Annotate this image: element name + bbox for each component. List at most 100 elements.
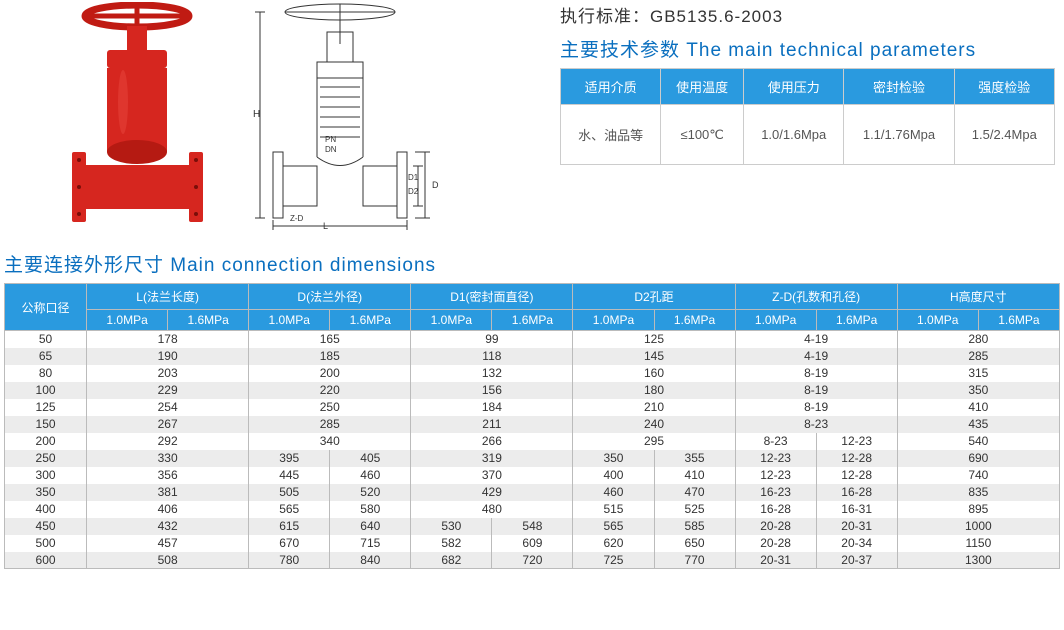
- dims-sub-header: 1.6MPa: [654, 310, 735, 331]
- table-cell: 185: [249, 348, 411, 365]
- table-cell: 410: [654, 467, 735, 484]
- table-cell: 184: [411, 399, 573, 416]
- table-cell: 381: [87, 484, 249, 501]
- table-cell: 405: [330, 450, 411, 467]
- table-cell: 340: [249, 433, 411, 450]
- dims-sub-header: 1.6MPa: [978, 310, 1059, 331]
- table-cell: 565: [573, 518, 654, 535]
- dims-group-header: 公称口径: [5, 284, 87, 331]
- table-cell: 740: [897, 467, 1059, 484]
- table-cell: 200: [249, 365, 411, 382]
- params-header: 适用介质: [561, 69, 661, 105]
- table-cell: 505: [249, 484, 330, 501]
- dims-sub-header: 1.6MPa: [492, 310, 573, 331]
- table-cell: 300: [5, 467, 87, 484]
- svg-text:H: H: [253, 109, 260, 120]
- table-row: 1002292201561808-19350: [5, 382, 1060, 399]
- table-cell: 280: [897, 331, 1059, 348]
- table-row: 50178165991254-19280: [5, 331, 1060, 348]
- table-cell: 620: [573, 535, 654, 552]
- table-cell: 266: [411, 433, 573, 450]
- table-cell: 395: [249, 450, 330, 467]
- table-row: 651901851181454-19285: [5, 348, 1060, 365]
- table-cell: 508: [87, 552, 249, 569]
- dims-sub-header: 1.0MPa: [249, 310, 330, 331]
- table-row: 25033039540531935035512-2312-28690: [5, 450, 1060, 467]
- table-cell: 12-23: [816, 433, 897, 450]
- table-cell: 450: [5, 518, 87, 535]
- table-cell: 410: [897, 399, 1059, 416]
- table-cell: 180: [573, 382, 735, 399]
- table-cell: 99: [411, 331, 573, 348]
- table-cell: 682: [411, 552, 492, 569]
- table-cell: 50: [5, 331, 87, 348]
- table-cell: 16-28: [735, 501, 816, 518]
- params-header: 使用温度: [661, 69, 744, 105]
- table-cell: 250: [5, 450, 87, 467]
- table-cell: 582: [411, 535, 492, 552]
- table-cell: 12-28: [816, 467, 897, 484]
- params-title: 主要技术参数 The main technical parameters: [560, 35, 1064, 62]
- table-cell: 515: [573, 501, 654, 518]
- dims-title: 主要连接外形尺寸 Main connection dimensions: [4, 250, 1064, 277]
- params-header: 密封检验: [844, 69, 954, 105]
- table-row: 802032001321608-19315: [5, 365, 1060, 382]
- dims-group-header: Z-D(孔数和孔径): [735, 284, 897, 310]
- table-cell: 267: [87, 416, 249, 433]
- table-cell: 319: [411, 450, 573, 467]
- standard-value: GB5135.6-2003: [650, 7, 783, 26]
- table-cell: 8-19: [735, 382, 897, 399]
- svg-text:L: L: [323, 221, 328, 231]
- dims-group-header: L(法兰长度): [87, 284, 249, 310]
- table-cell: 400: [573, 467, 654, 484]
- svg-text:PN: PN: [325, 135, 336, 144]
- table-cell: 725: [573, 552, 654, 569]
- table-cell: 16-28: [816, 484, 897, 501]
- table-cell: 670: [249, 535, 330, 552]
- table-cell: 315: [897, 365, 1059, 382]
- table-cell: 548: [492, 518, 573, 535]
- table-cell: 20-31: [735, 552, 816, 569]
- image-area: H L D D1 D2 PN DN Z-D: [0, 0, 560, 232]
- table-cell: 565: [249, 501, 330, 518]
- table-cell: 500: [5, 535, 87, 552]
- table-cell: 250: [249, 399, 411, 416]
- dims-group-header: D(法兰外径): [249, 284, 411, 310]
- table-cell: 600: [5, 552, 87, 569]
- table-cell: 100: [5, 382, 87, 399]
- table-cell: 203: [87, 365, 249, 382]
- svg-text:DN: DN: [325, 145, 337, 154]
- table-cell: 350: [897, 382, 1059, 399]
- table-cell: 640: [330, 518, 411, 535]
- table-cell: 370: [411, 467, 573, 484]
- table-cell: 160: [573, 365, 735, 382]
- params-cell: 1.1/1.76Mpa: [844, 105, 954, 165]
- dims-sub-header: 1.6MPa: [168, 310, 249, 331]
- table-cell: 435: [897, 416, 1059, 433]
- table-cell: 16-23: [735, 484, 816, 501]
- table-row: 30035644546037040041012-2312-28740: [5, 467, 1060, 484]
- table-cell: 715: [330, 535, 411, 552]
- table-cell: 429: [411, 484, 573, 501]
- table-cell: 350: [5, 484, 87, 501]
- table-cell: 118: [411, 348, 573, 365]
- table-row: 1252542501842108-19410: [5, 399, 1060, 416]
- dims-sub-header: 1.0MPa: [897, 310, 978, 331]
- table-cell: 355: [654, 450, 735, 467]
- table-cell: 125: [5, 399, 87, 416]
- table-cell: 432: [87, 518, 249, 535]
- valve-drawing: H L D D1 D2 PN DN Z-D: [245, 2, 455, 232]
- table-cell: 460: [573, 484, 654, 501]
- dims-group-header: D2孔距: [573, 284, 735, 310]
- table-cell: 609: [492, 535, 573, 552]
- table-cell: 145: [573, 348, 735, 365]
- table-cell: 4-19: [735, 331, 897, 348]
- table-cell: 1150: [897, 535, 1059, 552]
- table-cell: 125: [573, 331, 735, 348]
- table-cell: 780: [249, 552, 330, 569]
- table-cell: 285: [249, 416, 411, 433]
- standard-label: 执行标准：: [560, 7, 650, 26]
- table-cell: 690: [897, 450, 1059, 467]
- table-row: 40040656558048051552516-2816-31895: [5, 501, 1060, 518]
- standard-line: 执行标准：GB5135.6-2003: [560, 2, 1064, 27]
